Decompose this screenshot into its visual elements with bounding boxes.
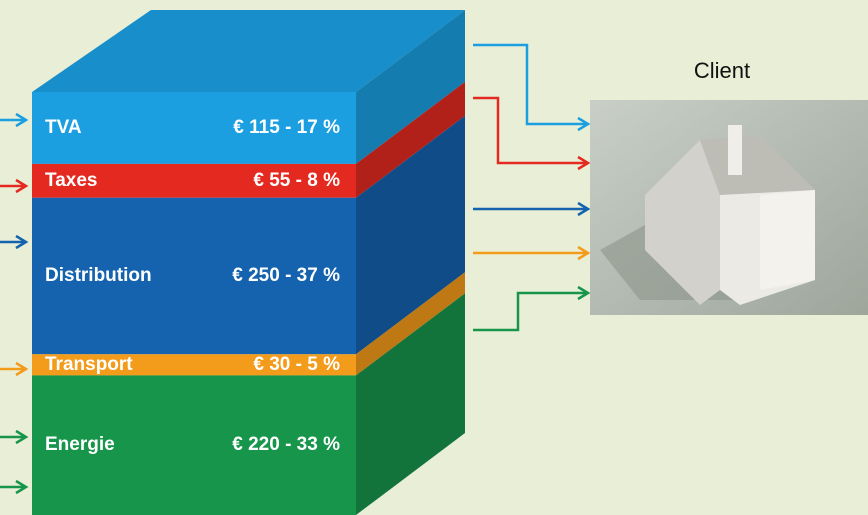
layer-name: Energie	[45, 434, 115, 455]
layer-name: Transport	[45, 354, 133, 375]
layer-value: € 250 - 37 %	[232, 265, 340, 286]
layer-value: € 220 - 33 %	[232, 434, 340, 455]
layer-name: Distribution	[45, 265, 152, 286]
layer-value: € 115 - 17 %	[233, 117, 340, 138]
block: TVA € 115 - 17 % Taxes € 55 - 8 % Distributi…	[32, 10, 465, 515]
client-label: Client	[694, 58, 750, 83]
layer-value: € 30 - 5 %	[253, 354, 340, 375]
layer-name: TVA	[45, 117, 82, 138]
infographic: TVA € 115 - 17 % Taxes € 55 - 8 % Distributi…	[0, 0, 868, 515]
house-image	[590, 100, 868, 315]
layer-name: Taxes	[45, 170, 97, 191]
layer-value: € 55 - 8 %	[253, 170, 340, 191]
